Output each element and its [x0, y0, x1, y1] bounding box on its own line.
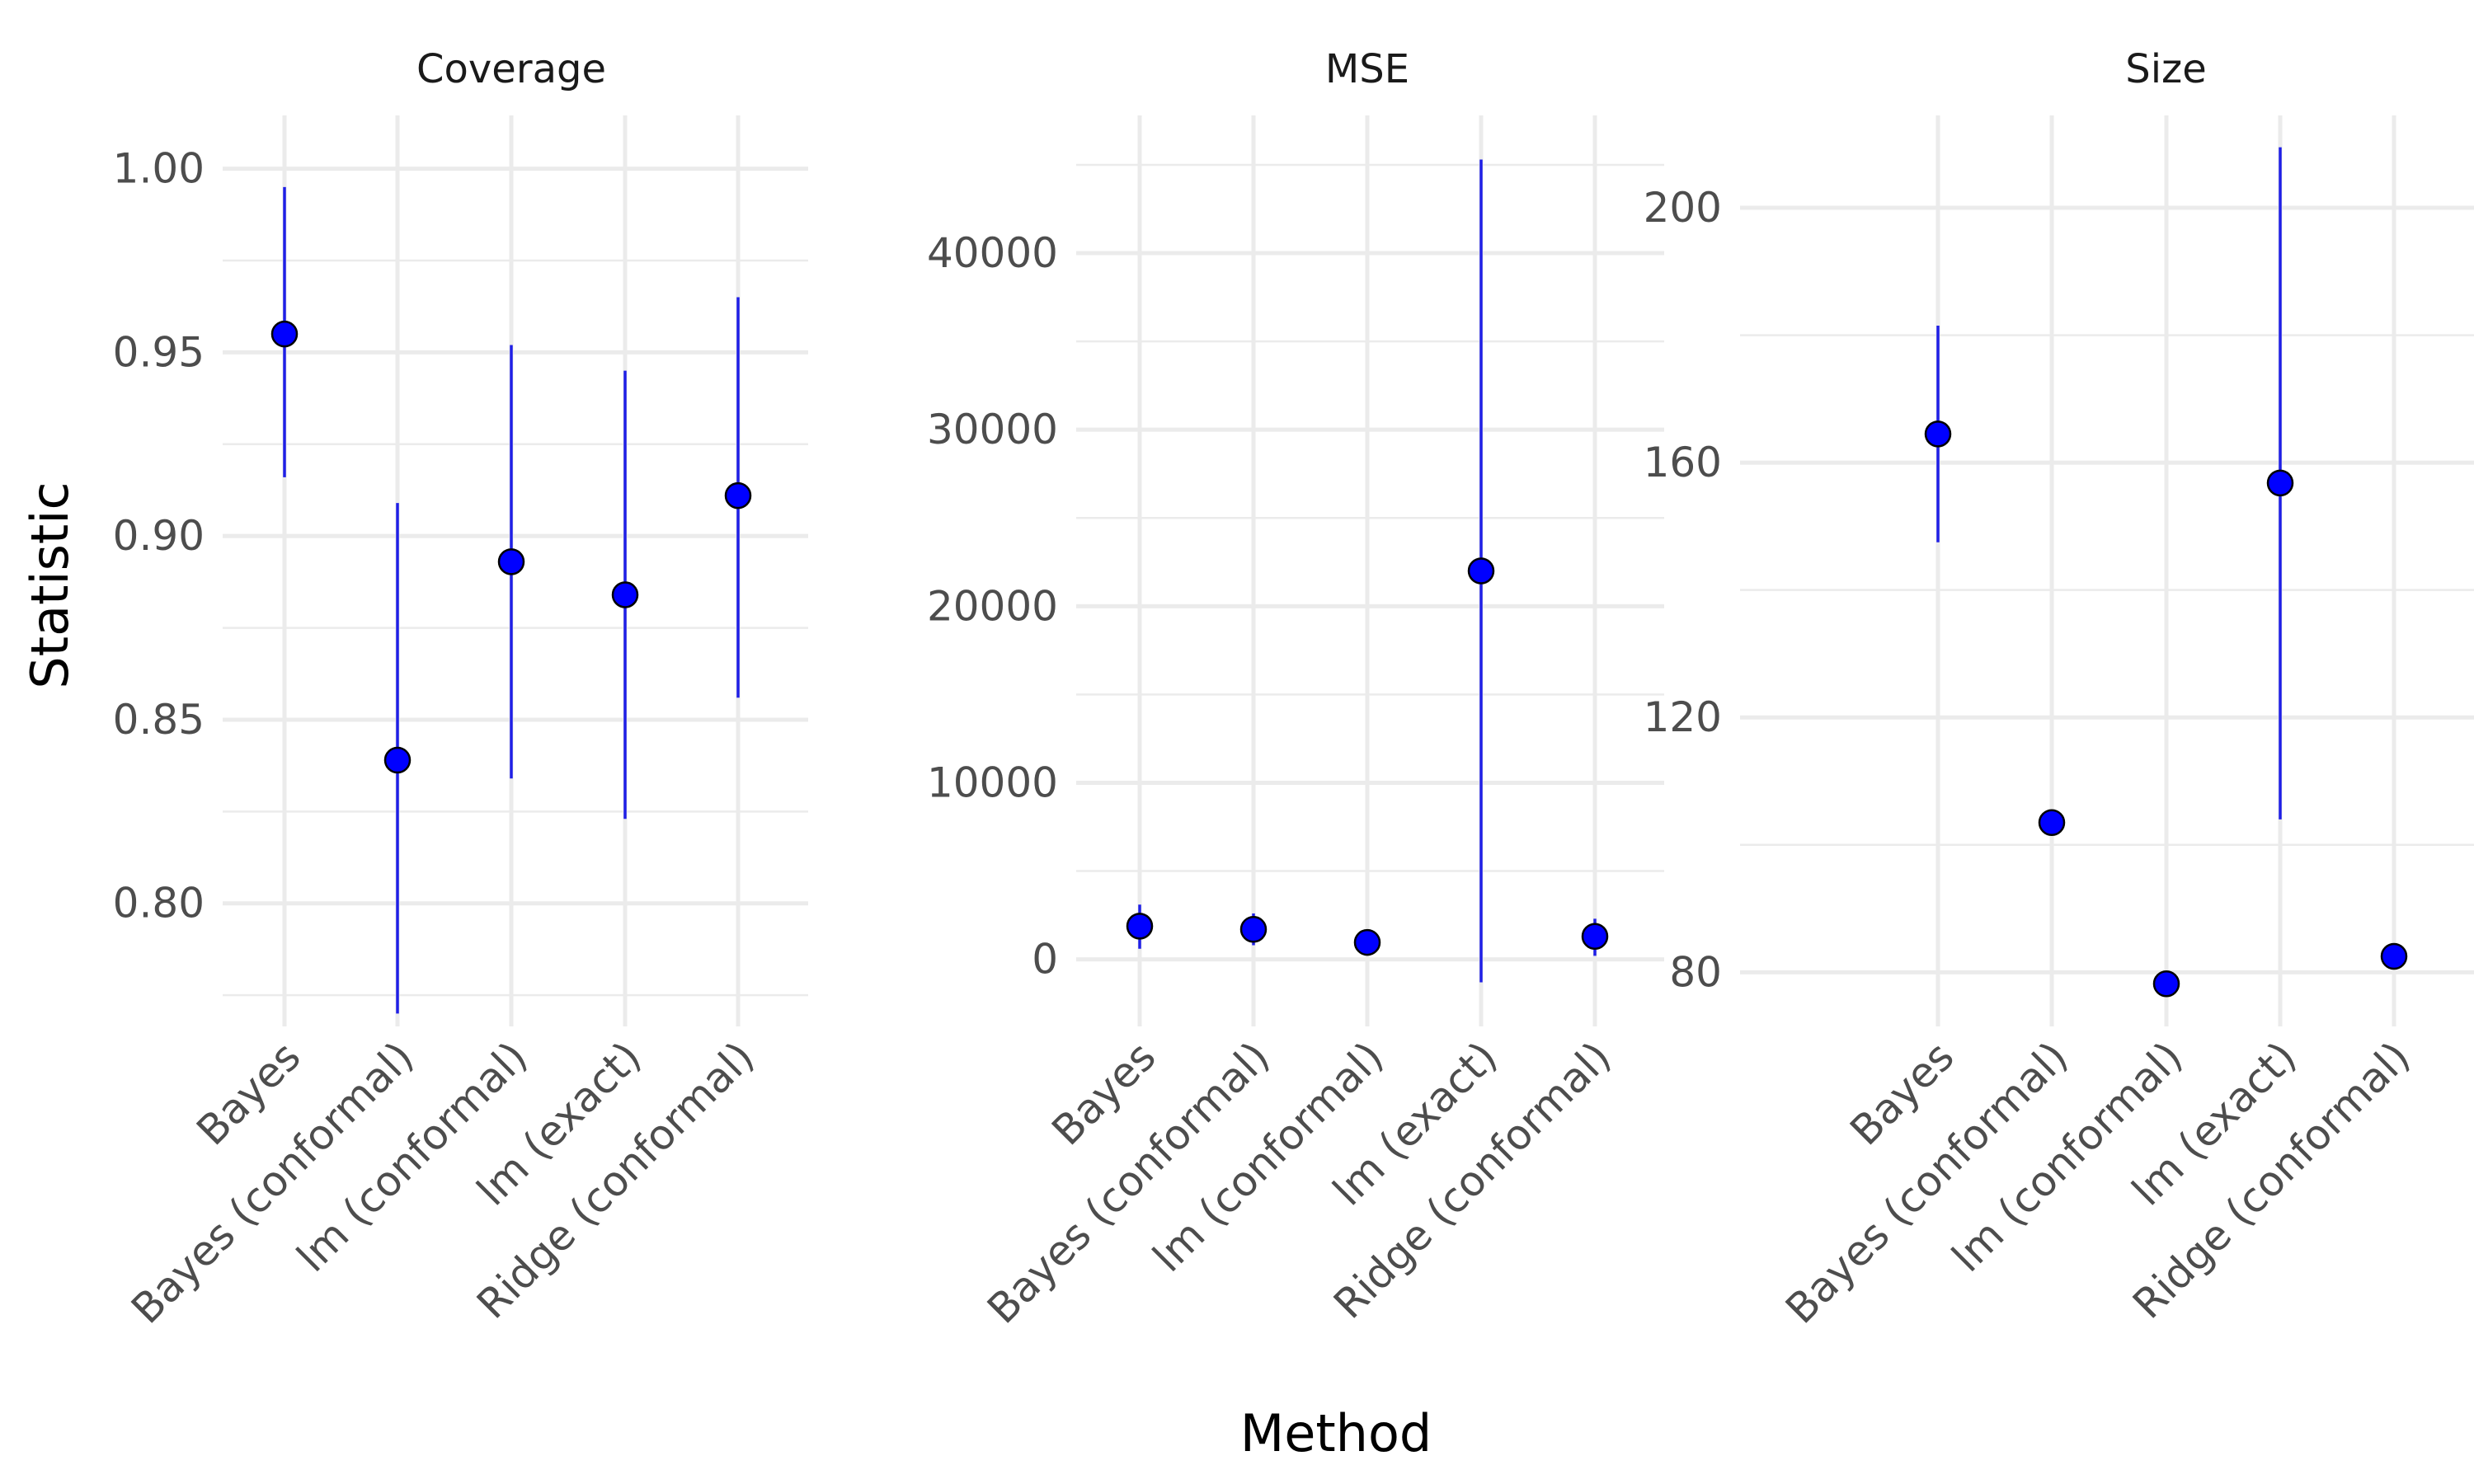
y-tick-label: 30000	[927, 406, 1058, 453]
y-tick-label: 80	[1669, 948, 1722, 996]
x-axis-title: Method	[1240, 1403, 1432, 1463]
data-point	[724, 481, 752, 510]
data-point	[1239, 915, 1268, 943]
data-point	[497, 548, 525, 575]
panel-title: MSE	[1325, 46, 1409, 92]
data-point	[383, 746, 412, 774]
data-point	[1467, 557, 1495, 585]
y-tick-label: 120	[1644, 693, 1722, 741]
data-point	[2038, 809, 2066, 836]
y-tick-label: 20000	[927, 582, 1058, 630]
y-tick-label: 0	[1032, 936, 1058, 984]
y-tick-label: 160	[1644, 439, 1722, 486]
y-tick-label: 0.85	[113, 696, 205, 744]
y-axis-title: Statistic	[20, 481, 80, 688]
y-tick-label: 0.95	[113, 328, 205, 376]
y-tick-label: 200	[1644, 184, 1722, 232]
panel-title: Size	[2125, 46, 2207, 92]
y-tick-label: 10000	[927, 758, 1058, 806]
y-tick-label: 0.90	[113, 512, 205, 560]
data-point	[270, 320, 299, 348]
y-tick-label: 1.00	[113, 145, 205, 193]
data-point	[1353, 928, 1381, 956]
data-point	[1581, 923, 1609, 951]
panel-title: Coverage	[416, 46, 606, 92]
data-point	[2266, 469, 2294, 497]
data-point	[1126, 913, 1154, 940]
y-tick-label: 0.80	[113, 880, 205, 928]
data-point	[2380, 942, 2408, 970]
data-point	[611, 581, 639, 608]
data-point	[2152, 970, 2180, 998]
data-point	[1924, 420, 1952, 448]
y-tick-label: 40000	[927, 229, 1058, 277]
